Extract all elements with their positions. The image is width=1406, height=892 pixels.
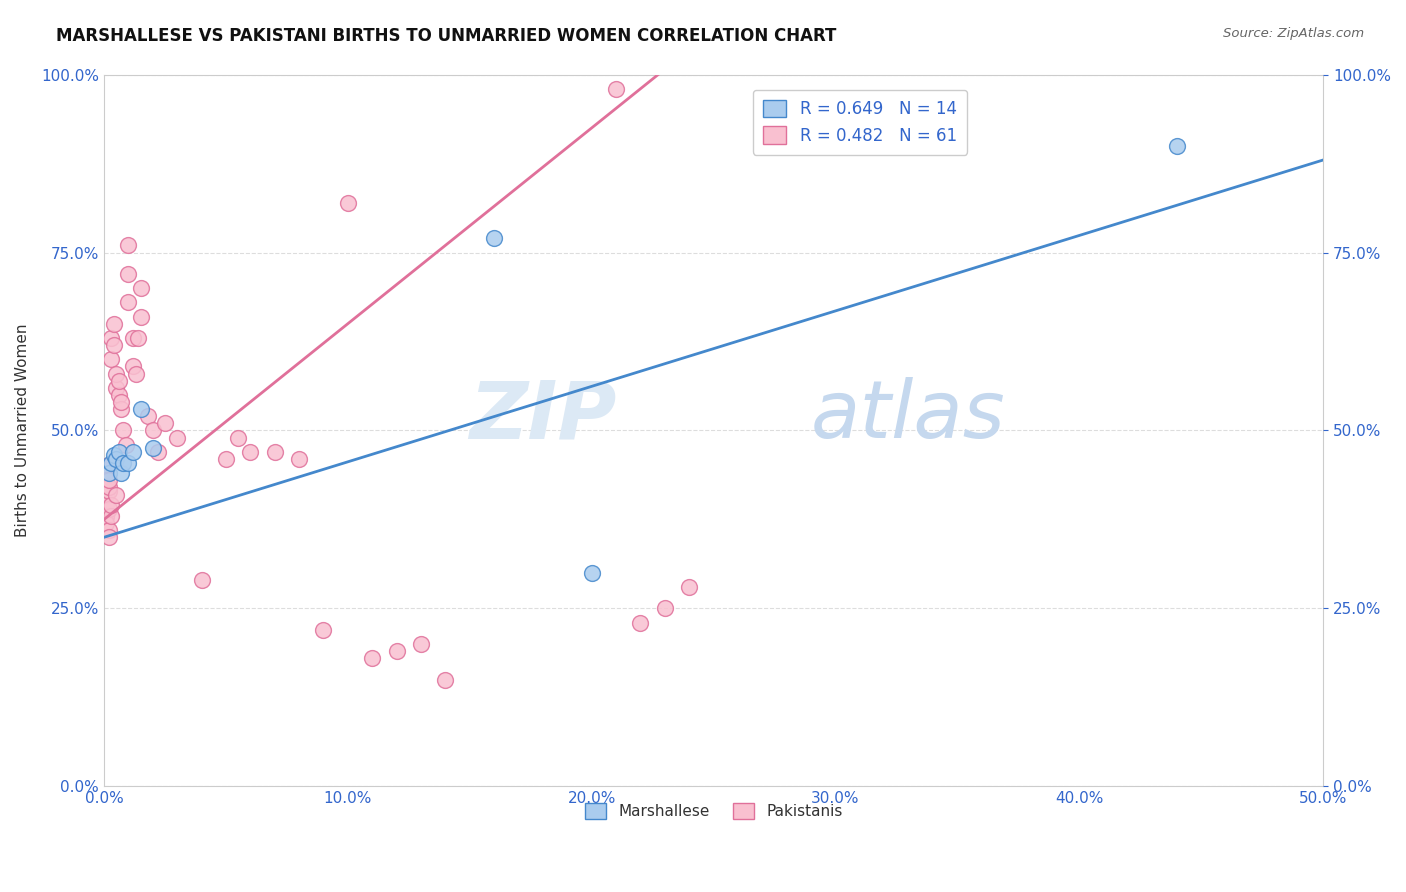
Text: ZIP: ZIP bbox=[468, 377, 616, 455]
Point bbox=[263, 445, 285, 459]
Point bbox=[136, 409, 159, 424]
Point bbox=[100, 331, 122, 345]
Point bbox=[97, 530, 120, 544]
Point bbox=[129, 310, 152, 324]
Point bbox=[434, 673, 457, 687]
Point bbox=[122, 331, 145, 345]
Point bbox=[127, 331, 149, 345]
Point bbox=[110, 402, 132, 417]
Point bbox=[124, 367, 146, 381]
Point bbox=[288, 452, 311, 467]
Point bbox=[605, 82, 627, 96]
Point bbox=[107, 388, 129, 402]
Point bbox=[112, 424, 135, 438]
Point bbox=[630, 615, 652, 630]
Point bbox=[96, 470, 118, 484]
Point bbox=[96, 508, 118, 523]
Point bbox=[107, 374, 129, 388]
Point bbox=[117, 267, 139, 281]
Point bbox=[105, 367, 128, 381]
Point bbox=[239, 445, 262, 459]
Point bbox=[103, 317, 125, 331]
Point bbox=[190, 573, 212, 587]
Point bbox=[100, 498, 122, 512]
Point bbox=[97, 473, 120, 487]
Point bbox=[482, 231, 505, 245]
Point bbox=[96, 516, 118, 530]
Point bbox=[107, 445, 129, 459]
Point bbox=[110, 467, 132, 481]
Point bbox=[122, 445, 145, 459]
Point bbox=[129, 281, 152, 295]
Point bbox=[115, 438, 138, 452]
Point bbox=[142, 442, 165, 456]
Point bbox=[409, 637, 432, 651]
Point bbox=[312, 623, 335, 637]
Point bbox=[678, 580, 700, 594]
Point bbox=[100, 456, 122, 470]
Point bbox=[103, 449, 125, 463]
Point bbox=[96, 473, 118, 487]
Point bbox=[142, 424, 165, 438]
Point bbox=[96, 508, 118, 523]
Point bbox=[385, 644, 408, 658]
Point bbox=[103, 338, 125, 352]
Point bbox=[146, 445, 169, 459]
Point bbox=[129, 402, 152, 417]
Point bbox=[361, 651, 384, 665]
Point bbox=[215, 452, 238, 467]
Point bbox=[112, 456, 135, 470]
Point bbox=[105, 381, 128, 395]
Point bbox=[105, 452, 128, 467]
Point bbox=[117, 238, 139, 252]
Point bbox=[153, 417, 176, 431]
Point bbox=[166, 431, 188, 445]
Point bbox=[97, 523, 120, 537]
Point bbox=[226, 431, 249, 445]
Point bbox=[105, 487, 128, 501]
Point bbox=[96, 476, 118, 491]
Point bbox=[654, 601, 676, 615]
Text: MARSHALLESE VS PAKISTANI BIRTHS TO UNMARRIED WOMEN CORRELATION CHART: MARSHALLESE VS PAKISTANI BIRTHS TO UNMAR… bbox=[56, 27, 837, 45]
Y-axis label: Births to Unmarried Women: Births to Unmarried Women bbox=[15, 324, 30, 537]
Point bbox=[110, 395, 132, 409]
Text: Source: ZipAtlas.com: Source: ZipAtlas.com bbox=[1223, 27, 1364, 40]
Point bbox=[97, 480, 120, 494]
Text: atlas: atlas bbox=[811, 377, 1005, 455]
Legend: Marshallese, Pakistanis: Marshallese, Pakistanis bbox=[579, 797, 849, 825]
Point bbox=[96, 498, 118, 512]
Point bbox=[117, 456, 139, 470]
Point bbox=[100, 352, 122, 367]
Point bbox=[97, 467, 120, 481]
Point bbox=[581, 566, 603, 580]
Point bbox=[122, 359, 145, 374]
Point bbox=[96, 487, 118, 501]
Point bbox=[97, 501, 120, 516]
Point bbox=[96, 459, 118, 474]
Point bbox=[1166, 138, 1188, 153]
Point bbox=[97, 483, 120, 498]
Point bbox=[336, 195, 359, 210]
Point bbox=[100, 508, 122, 523]
Point bbox=[117, 295, 139, 310]
Point bbox=[96, 463, 118, 477]
